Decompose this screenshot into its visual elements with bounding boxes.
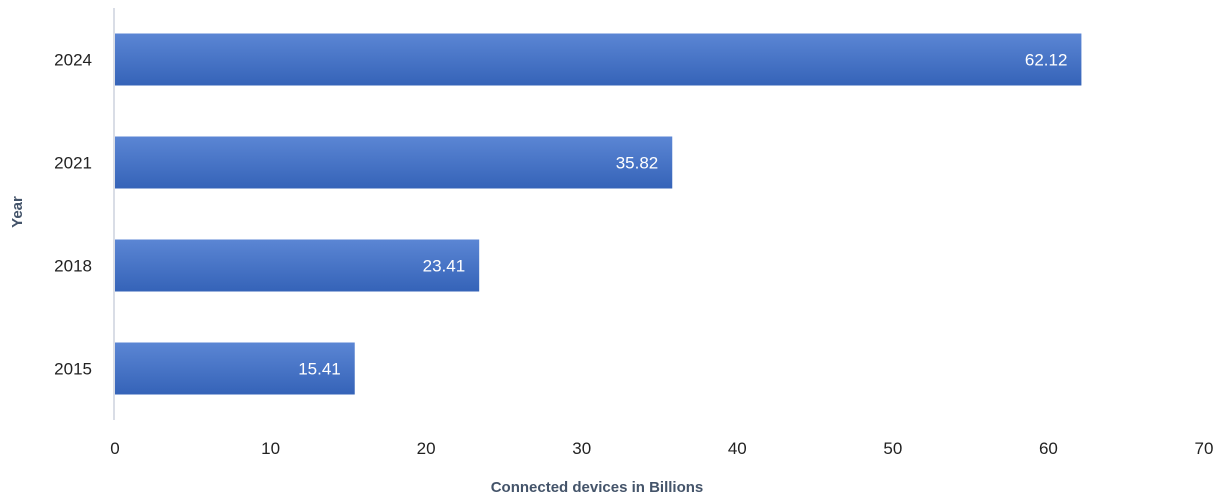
ticks-layer: 0 10 20 30 40 50 60 70 <box>110 439 1213 458</box>
x-tick-label-50: 50 <box>883 439 902 458</box>
category-label-2018: 2018 <box>54 257 92 276</box>
bar-2018 <box>115 239 480 292</box>
bar-2021 <box>115 136 673 189</box>
x-tick-label-0: 0 <box>110 439 119 458</box>
data-label-2015: 15.41 <box>298 360 341 379</box>
category-label-2015: 2015 <box>54 360 92 379</box>
x-tick-label-70: 70 <box>1195 439 1214 458</box>
category-label-2024: 2024 <box>54 51 92 70</box>
labels-layer: 15.41 2015 23.41 2018 35.82 2021 62.12 2024 <box>54 51 1067 379</box>
x-tick-label-20: 20 <box>417 439 436 458</box>
x-axis-title: Connected devices in Billions <box>491 479 704 496</box>
data-label-2024: 62.12 <box>1025 51 1068 70</box>
bar-2015 <box>115 342 355 395</box>
x-tick-label-60: 60 <box>1039 439 1058 458</box>
bar-2024 <box>115 33 1082 86</box>
data-label-2021: 35.82 <box>616 154 659 173</box>
data-label-2018: 23.41 <box>423 257 466 276</box>
bars-layer <box>115 33 1082 395</box>
x-tick-label-30: 30 <box>572 439 591 458</box>
x-tick-label-40: 40 <box>728 439 747 458</box>
y-axis-title: Year <box>9 196 26 228</box>
x-tick-label-10: 10 <box>261 439 280 458</box>
category-label-2021: 2021 <box>54 154 92 173</box>
